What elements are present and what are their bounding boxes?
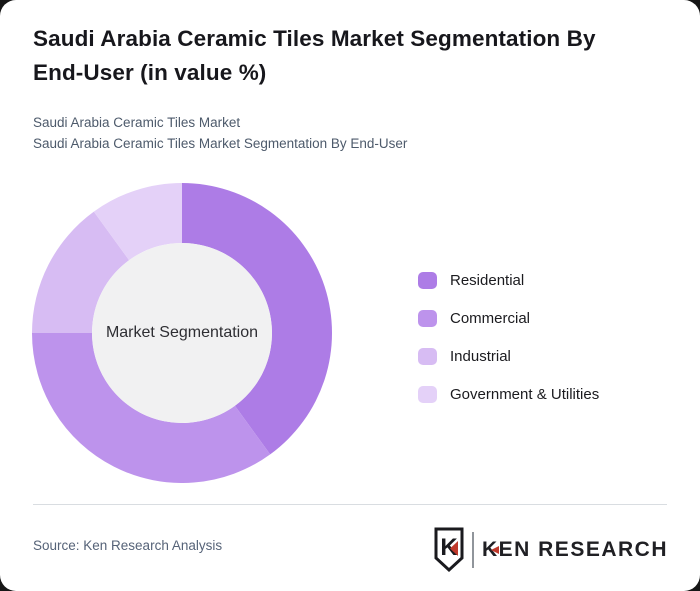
logo-text: KEN RESEARCH	[481, 538, 668, 561]
ken-research-emblem-icon: K	[434, 527, 464, 573]
legend-label: Industrial	[450, 347, 511, 365]
legend-label: Commercial	[450, 309, 531, 327]
donut-segment-government-utilities	[93, 183, 182, 261]
emblem-letter: K	[440, 534, 458, 561]
logo-k-red-triangle-icon	[490, 546, 499, 554]
legend-item-government-utilities: Government & Utilities	[418, 375, 599, 413]
legend-label: Government & Utilities	[450, 385, 600, 403]
legend-swatch-residential	[418, 271, 437, 289]
emblem-red-triangle	[449, 541, 458, 556]
legend-label: Residential	[450, 271, 525, 289]
donut-segment-industrial	[32, 211, 130, 333]
logo-wordmark: KEN RESEARCH	[482, 538, 668, 562]
chart-legend: Residential Commercial Industrial Govern…	[418, 261, 599, 413]
legend-swatch-commercial	[418, 309, 437, 327]
donut-hole	[92, 243, 272, 423]
donut-segment-commercial	[32, 333, 271, 483]
legend-item-industrial: Industrial	[418, 337, 599, 375]
legend-item-residential: Residential	[418, 261, 599, 299]
donut-svg	[32, 183, 332, 483]
legend-swatch-government-utilities	[418, 385, 437, 403]
donut-chart: Market Segmentation	[32, 183, 332, 483]
chart-title: Saudi Arabia Ceramic Tiles Market Segmen…	[33, 26, 596, 85]
emblem-shield	[434, 527, 464, 573]
logo-separator	[471, 532, 474, 568]
source-note: Source: Ken Research Analysis	[33, 538, 223, 553]
legend-item-commercial: Commercial	[418, 299, 599, 337]
legend-swatch-industrial	[418, 347, 437, 365]
subtitle-line-1: Saudi Arabia Ceramic Tiles Market	[33, 115, 241, 130]
ken-research-logo: K KEN RESEARCH	[434, 526, 668, 574]
donut-segment-residential	[182, 183, 332, 455]
chart-subtitle: Saudi Arabia Ceramic Tiles Market Saudi …	[33, 113, 407, 154]
subtitle-line-2: Saudi Arabia Ceramic Tiles Market Segmen…	[33, 135, 408, 151]
footer-divider	[33, 504, 667, 505]
